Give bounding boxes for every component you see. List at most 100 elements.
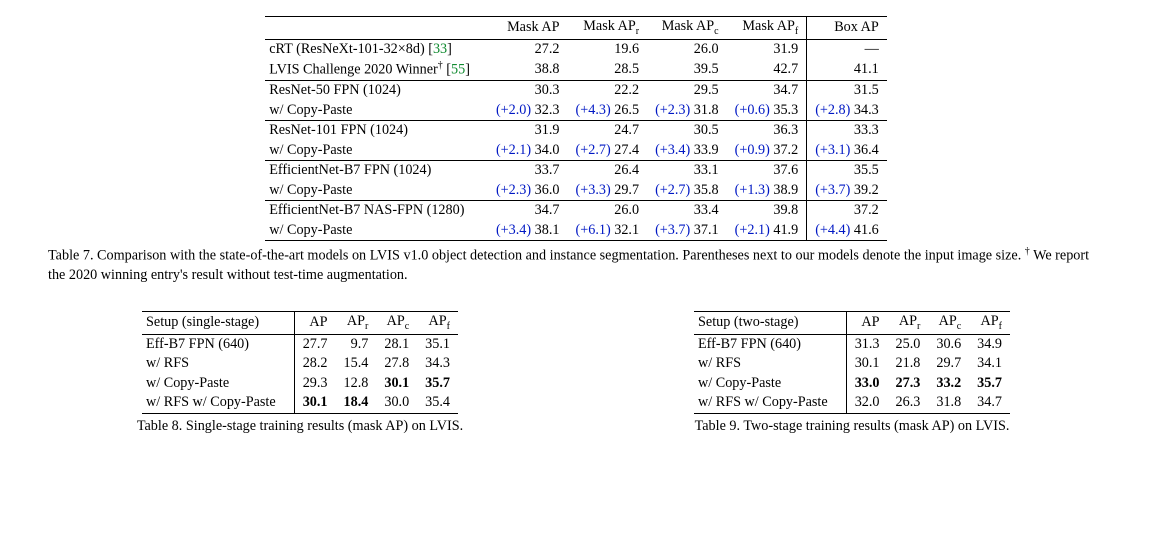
row-label: LVIS Challenge 2020 Winner† [55] — [265, 59, 488, 81]
cell: 26.4 — [568, 161, 648, 181]
cell: 34.1 — [969, 354, 1010, 373]
row-label: EfficientNet-B7 FPN (1024) — [265, 161, 488, 181]
cell: 42.7 — [727, 59, 807, 81]
cell: 35.1 — [417, 335, 458, 355]
cell: 35.7 — [417, 374, 458, 393]
cell: (+1.3) 38.9 — [727, 181, 807, 201]
cell: 29.5 — [647, 81, 727, 101]
col-header: Mask APr — [568, 17, 648, 40]
cell: 30.1 — [376, 374, 417, 393]
cell: 15.4 — [336, 354, 377, 373]
cell: (+2.1) 34.0 — [488, 141, 568, 161]
cell: (+2.8) 34.3 — [807, 101, 887, 121]
cell: 33.7 — [488, 161, 568, 181]
row-label: w/ Copy-Paste — [142, 374, 294, 393]
cell: (+3.4) 38.1 — [488, 221, 568, 241]
row-label: w/ RFS — [694, 354, 846, 373]
cell: 27.3 — [888, 374, 929, 393]
cell: (+4.3) 26.5 — [568, 101, 648, 121]
table-9: Setup (two-stage)APAPrAPcAPf Eff-B7 FPN (… — [694, 311, 1010, 414]
row-label: w/ Copy-Paste — [694, 374, 846, 393]
cell: 33.0 — [846, 374, 887, 393]
cell: 24.7 — [568, 121, 648, 141]
cell: 34.7 — [488, 201, 568, 221]
row-label: w/ Copy-Paste — [265, 141, 488, 161]
col-header: Mask APc — [647, 17, 727, 40]
cell: 39.5 — [647, 59, 727, 81]
cell: 9.7 — [336, 335, 377, 355]
cell: 34.7 — [727, 81, 807, 101]
col-header: APf — [417, 312, 458, 335]
cell: (+0.9) 37.2 — [727, 141, 807, 161]
cell: 33.1 — [647, 161, 727, 181]
cell: 30.1 — [294, 393, 335, 413]
row-label: Eff-B7 FPN (640) — [142, 335, 294, 355]
cell: (+2.7) 35.8 — [647, 181, 727, 201]
cell: (+2.3) 36.0 — [488, 181, 568, 201]
cell: 25.0 — [888, 335, 929, 355]
col-header: APc — [928, 312, 969, 335]
col-header: Box AP — [807, 17, 887, 40]
col-header: APc — [376, 312, 417, 335]
cell: 27.2 — [488, 39, 568, 59]
cell: 38.8 — [488, 59, 568, 81]
cell: 30.6 — [928, 335, 969, 355]
row-label: w/ RFS — [142, 354, 294, 373]
cell: 34.3 — [417, 354, 458, 373]
cell: 18.4 — [336, 393, 377, 413]
cell: 32.0 — [846, 393, 887, 413]
cell: 26.0 — [568, 201, 648, 221]
col-header: AP — [846, 312, 887, 335]
cell: (+2.0) 32.3 — [488, 101, 568, 121]
cell: 29.3 — [294, 374, 335, 393]
caption-prefix: Table 7. — [48, 248, 94, 264]
row-label: w/ RFS w/ Copy-Paste — [142, 393, 294, 413]
table-7: Mask APMask APrMask APcMask APfBox APcRT… — [265, 16, 887, 241]
tables-8-9-row: Setup (single-stage)APAPrAPcAPfEff-B7 FP… — [48, 311, 1104, 435]
cell: 31.9 — [727, 39, 807, 59]
cell: — — [807, 39, 887, 59]
cell: (+6.1) 32.1 — [568, 221, 648, 241]
cell: 30.3 — [488, 81, 568, 101]
col-header: Setup (two-stage) — [694, 312, 846, 335]
col-header: APr — [336, 312, 377, 335]
cell: (+2.3) 31.8 — [647, 101, 727, 121]
row-label: w/ Copy-Paste — [265, 101, 488, 121]
cell: 29.7 — [928, 354, 969, 373]
row-label: Eff-B7 FPN (640) — [694, 335, 846, 355]
cell: 33.3 — [807, 121, 887, 141]
cell: 41.1 — [807, 59, 887, 81]
cell: 26.3 — [888, 393, 929, 413]
cell: 31.3 — [846, 335, 887, 355]
cell: 35.7 — [969, 374, 1010, 393]
table-9-container: Setup (two-stage)APAPrAPcAPf Eff-B7 FPN (… — [600, 311, 1104, 435]
cell: 36.3 — [727, 121, 807, 141]
cell: (+4.4) 41.6 — [807, 221, 887, 241]
col-header: APf — [969, 312, 1010, 335]
col-header: APr — [888, 312, 929, 335]
cell: 33.2 — [928, 374, 969, 393]
cell: 31.8 — [928, 393, 969, 413]
cell: 34.7 — [969, 393, 1010, 413]
cell: (+2.7) 27.4 — [568, 141, 648, 161]
caption-body: Comparison with the state-of-the-art mod… — [94, 248, 1025, 264]
col-header: AP — [294, 312, 335, 335]
cell: 34.9 — [969, 335, 1010, 355]
cell: 28.5 — [568, 59, 648, 81]
row-label: EfficientNet-B7 NAS-FPN (1280) — [265, 201, 488, 221]
cell: 37.2 — [807, 201, 887, 221]
row-label: cRT (ResNeXt-101-32×8d) [33] — [265, 39, 488, 59]
cell: 35.5 — [807, 161, 887, 181]
table-7-caption: Table 7. Comparison with the state-of-th… — [48, 245, 1104, 285]
cell: 35.4 — [417, 393, 458, 413]
cell: 31.9 — [488, 121, 568, 141]
cell: 37.6 — [727, 161, 807, 181]
cell: (+3.4) 33.9 — [647, 141, 727, 161]
row-label: ResNet-101 FPN (1024) — [265, 121, 488, 141]
cell: 26.0 — [647, 39, 727, 59]
row-label: ResNet-50 FPN (1024) — [265, 81, 488, 101]
row-label: w/ Copy-Paste — [265, 181, 488, 201]
cell: (+0.6) 35.3 — [727, 101, 807, 121]
table-8: Setup (single-stage)APAPrAPcAPfEff-B7 FP… — [142, 311, 458, 414]
cell: 30.5 — [647, 121, 727, 141]
